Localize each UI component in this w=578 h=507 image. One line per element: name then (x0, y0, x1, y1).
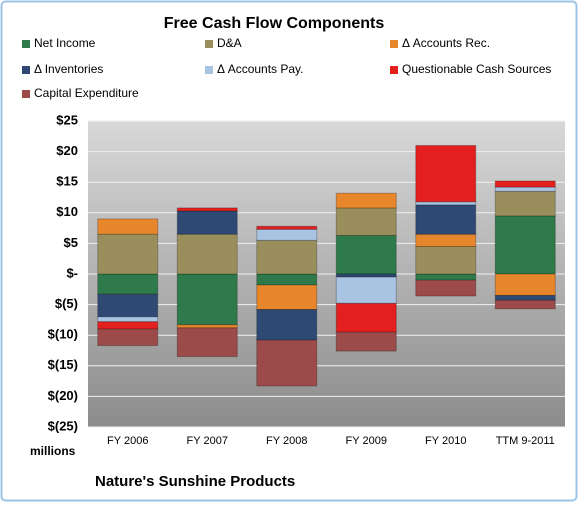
bar-segment (335, 276, 397, 304)
bar-segment (415, 279, 477, 297)
legend-label: Capital Expenditure (34, 86, 139, 100)
legend-swatch (22, 40, 30, 48)
legend-label: Δ Accounts Pay. (217, 62, 304, 76)
bar-segment (335, 331, 397, 352)
y-tick-label: $15 (56, 174, 78, 189)
bar-segment (415, 144, 477, 203)
bar-segment (97, 321, 159, 330)
legend-swatch (22, 90, 30, 98)
bar-segment (97, 273, 159, 295)
bar-segment (335, 207, 397, 236)
legend-label: Δ Inventories (34, 62, 103, 76)
x-tick-label: FY 2008 (266, 435, 307, 447)
bar-segment (176, 273, 238, 326)
bar-segment (494, 190, 556, 217)
legend-swatch (22, 66, 30, 74)
bar-segment (97, 328, 159, 347)
y-tick-label: $(10) (48, 327, 78, 342)
legend-label: Δ Accounts Rec. (402, 36, 490, 50)
unit-label: millions (30, 444, 76, 458)
x-tick-label: FY 2009 (346, 435, 387, 447)
x-tick-label: FY 2010 (425, 435, 466, 447)
bar-segment (494, 186, 556, 192)
bar-segment (256, 284, 318, 310)
legend-swatch (205, 66, 213, 74)
bar-segment (415, 233, 477, 247)
bar-segment (176, 207, 238, 212)
bar-segment (256, 228, 318, 241)
legend-label: Questionable Cash Sources (402, 62, 551, 76)
bar-segment (335, 192, 397, 209)
y-tick-label: $5 (64, 235, 78, 250)
legend-swatch (390, 40, 398, 48)
bar-segment (415, 245, 477, 275)
bar-segment (256, 225, 318, 230)
x-tick-label: FY 2006 (107, 435, 148, 447)
bar-segment (97, 293, 159, 318)
bar-segment (415, 204, 477, 235)
y-tick-label: $(25) (48, 418, 78, 433)
bar-segment (494, 180, 556, 188)
y-tick-label: $(15) (48, 357, 78, 372)
legend-label: Net Income (34, 36, 96, 50)
bar-segment (97, 218, 159, 235)
bar-segment (176, 327, 238, 358)
y-tick-label: $25 (56, 112, 78, 127)
bar-segment (494, 294, 556, 301)
legend-swatch (205, 40, 213, 48)
legend-swatch (390, 66, 398, 74)
y-tick-label: $- (66, 265, 78, 280)
bar-segment (494, 215, 556, 275)
bar-segment (335, 234, 397, 275)
bar-segment (97, 316, 159, 323)
bar-segment (494, 273, 556, 296)
y-tick-label: $20 (56, 143, 78, 158)
bar-segment (97, 233, 159, 275)
bar-segment (256, 339, 318, 387)
bar-segment (494, 299, 556, 310)
bar-segment (256, 239, 318, 275)
y-tick-label: $10 (56, 204, 78, 219)
bar-segment (176, 233, 238, 275)
bar-segment (415, 273, 477, 281)
bar-segment (176, 210, 238, 235)
y-tick-label: $(5) (55, 296, 78, 311)
legend-label: D&A (217, 36, 242, 50)
bar-segment (335, 302, 397, 333)
bar-segment (256, 273, 318, 286)
x-tick-label: TTM 9-2011 (496, 435, 555, 447)
bar-segment (256, 308, 318, 341)
footer: Nature's Sunshine Products (95, 473, 295, 490)
y-tick-label: $(20) (48, 388, 78, 403)
chart-title: Free Cash Flow Components (164, 15, 385, 32)
x-tick-label: FY 2007 (187, 435, 228, 447)
